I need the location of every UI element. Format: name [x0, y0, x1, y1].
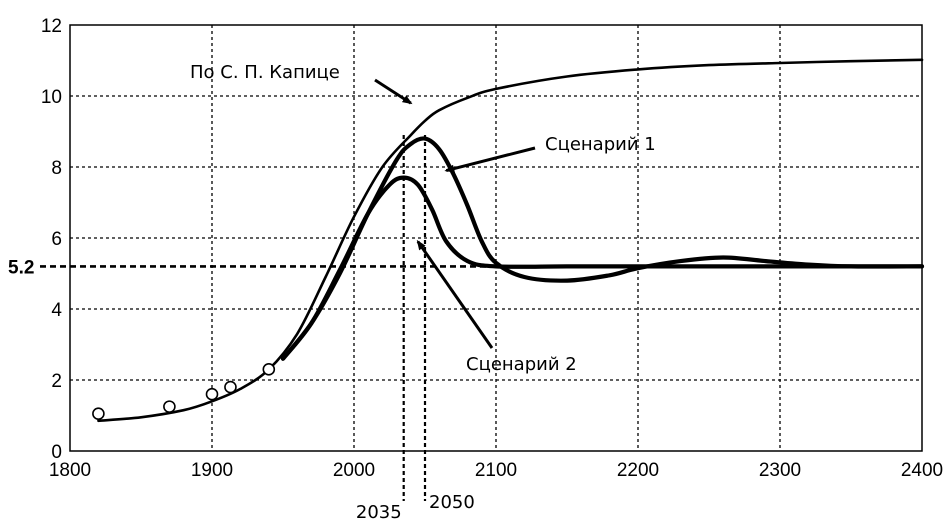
x-tick-label: 2200 — [617, 460, 659, 481]
reference-label-x: 2035 — [356, 502, 402, 522]
plot-frame — [69, 24, 923, 452]
observation-markers — [92, 363, 276, 421]
y-tick-label: 0 — [51, 442, 62, 463]
x-axis-ticks: 1800 1900 2000 2100 2200 2300 2400 — [49, 460, 943, 481]
observation-point — [92, 407, 105, 421]
annotation-label-1: По С. П. Капице — [190, 62, 340, 83]
y-tick-label: 2 — [51, 371, 62, 392]
y-tick-label: 8 — [51, 158, 62, 179]
annotation-label-2: Сценарий 1 — [545, 134, 656, 155]
annotation-arrow-2 — [444, 146, 536, 173]
grid-lines — [70, 25, 922, 451]
reference-label-x: 2050 — [429, 492, 475, 513]
y-tick-label: 10 — [41, 87, 62, 108]
x-tick-label: 2400 — [901, 460, 943, 481]
annotation-arrow-3 — [416, 239, 494, 349]
reference-label-y: 5.2 — [8, 257, 34, 278]
annotation-arrow-1 — [374, 78, 413, 105]
observation-point — [224, 380, 237, 394]
x-tick-label: 1800 — [49, 460, 91, 481]
y-tick-label: 4 — [51, 300, 62, 321]
y-tick-label: 6 — [51, 229, 62, 250]
y-axis-ticks: 0 2 4 6 8 10 12 — [41, 16, 63, 463]
series-line-1 — [97, 58, 924, 423]
observation-point — [205, 387, 219, 401]
y-tick-label: 12 — [41, 16, 62, 37]
x-tick-label: 1900 — [191, 460, 233, 481]
observation-point — [163, 400, 176, 413]
annotations: По С. П. Капице Сценарий 1 Сценарий 2 — [190, 62, 656, 375]
series-lines — [97, 58, 925, 423]
annotation-label-3: Сценарий 2 — [466, 354, 577, 375]
x-tick-label: 2300 — [759, 460, 801, 481]
x-tick-label: 2100 — [475, 460, 517, 481]
observation-point — [262, 363, 276, 376]
series-line-3 — [280, 175, 925, 361]
x-tick-label: 2000 — [333, 460, 375, 481]
series-line-2 — [280, 136, 925, 361]
reference-labels: 5.2 2035 2050 — [8, 257, 475, 522]
reference-lines — [40, 135, 922, 501]
